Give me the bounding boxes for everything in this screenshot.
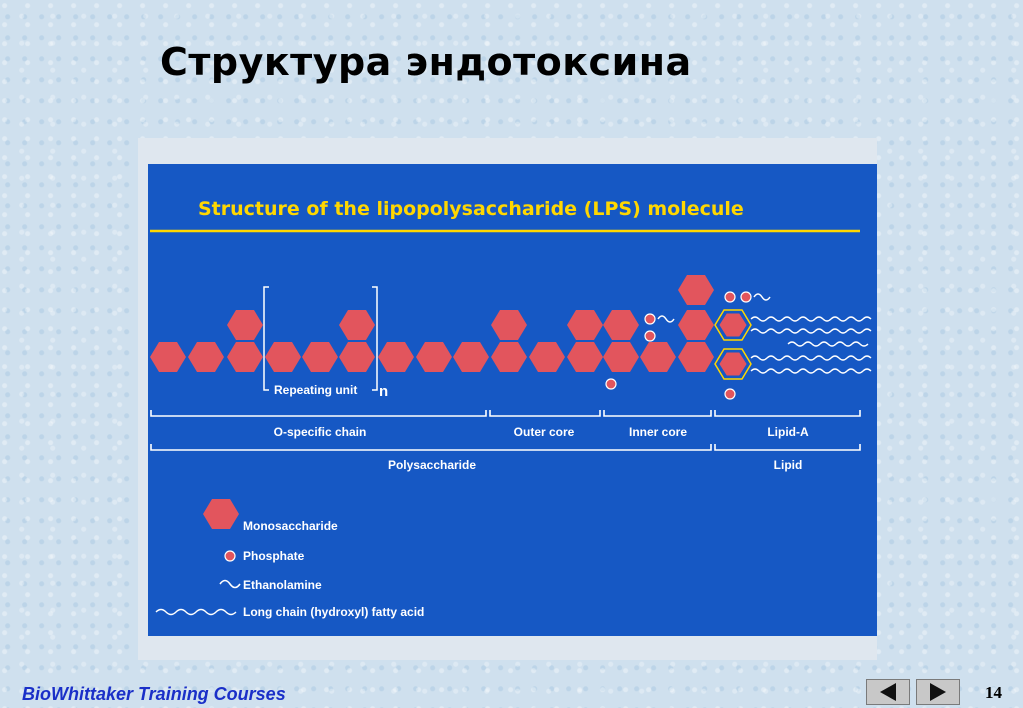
legend-monosaccharide-label: Monosaccharide [243, 519, 338, 533]
repeating-unit-n: n [379, 383, 388, 400]
diagram-panel [148, 164, 877, 636]
region-brackets-row1 [150, 410, 861, 417]
region-polysaccharide-label: Polysaccharide [388, 458, 476, 472]
phosphate-1 [605, 378, 617, 390]
legend-ethanolamine-label: Ethanolamine [243, 578, 322, 592]
phosphate-3 [644, 330, 656, 342]
legend-phosphate-icon [224, 550, 236, 562]
next-slide-button[interactable] [916, 679, 960, 705]
phosphate-group [605, 291, 752, 400]
region-o-chain-label: O-specific chain [274, 425, 367, 439]
lipid-a-rings [714, 309, 752, 380]
phosphate-6 [724, 388, 736, 400]
ethanolamine-mark-2 [657, 315, 675, 323]
triangle-right-icon [930, 683, 946, 701]
phosphate-4 [724, 291, 736, 303]
page-title: Структура эндотоксина [160, 40, 692, 84]
legend-ethanolamine-icon [219, 579, 241, 589]
legend-phosphate-label: Phosphate [243, 549, 305, 563]
repeating-unit-label: Repeating unit [274, 383, 357, 397]
phosphate-2 [644, 313, 656, 325]
diagram-frame: Structure of the lipopolysaccharide (LPS… [138, 138, 877, 660]
page-number: 14 [985, 683, 1002, 702]
footer-course-name: BioWhittaker Training Courses [22, 684, 286, 704]
fatty-acid-chains [750, 316, 872, 374]
region-lipid-a-label: Lipid-A [767, 425, 809, 439]
repeating-unit-bracket [263, 286, 378, 391]
region-brackets-row2 [150, 444, 861, 451]
ethanolamine-mark-1 [753, 293, 771, 301]
phosphate-5 [740, 291, 752, 303]
lps-diagram: Structure of the lipopolysaccharide (LPS… [148, 164, 877, 636]
legend-fatty-acid-icon [155, 608, 237, 616]
previous-slide-button[interactable] [866, 679, 910, 705]
diagram-title: Structure of the lipopolysaccharide (LPS… [198, 198, 744, 220]
legend: Monosaccharide Phosphate Ethanolamine Lo… [155, 499, 424, 619]
region-outer-core-label: Outer core [514, 425, 575, 439]
legend-fatty-acid-label: Long chain (hydroxyl) fatty acid [243, 605, 424, 619]
region-lipid-label: Lipid [774, 458, 803, 472]
triangle-left-icon [880, 683, 896, 701]
region-inner-core-label: Inner core [629, 425, 687, 439]
